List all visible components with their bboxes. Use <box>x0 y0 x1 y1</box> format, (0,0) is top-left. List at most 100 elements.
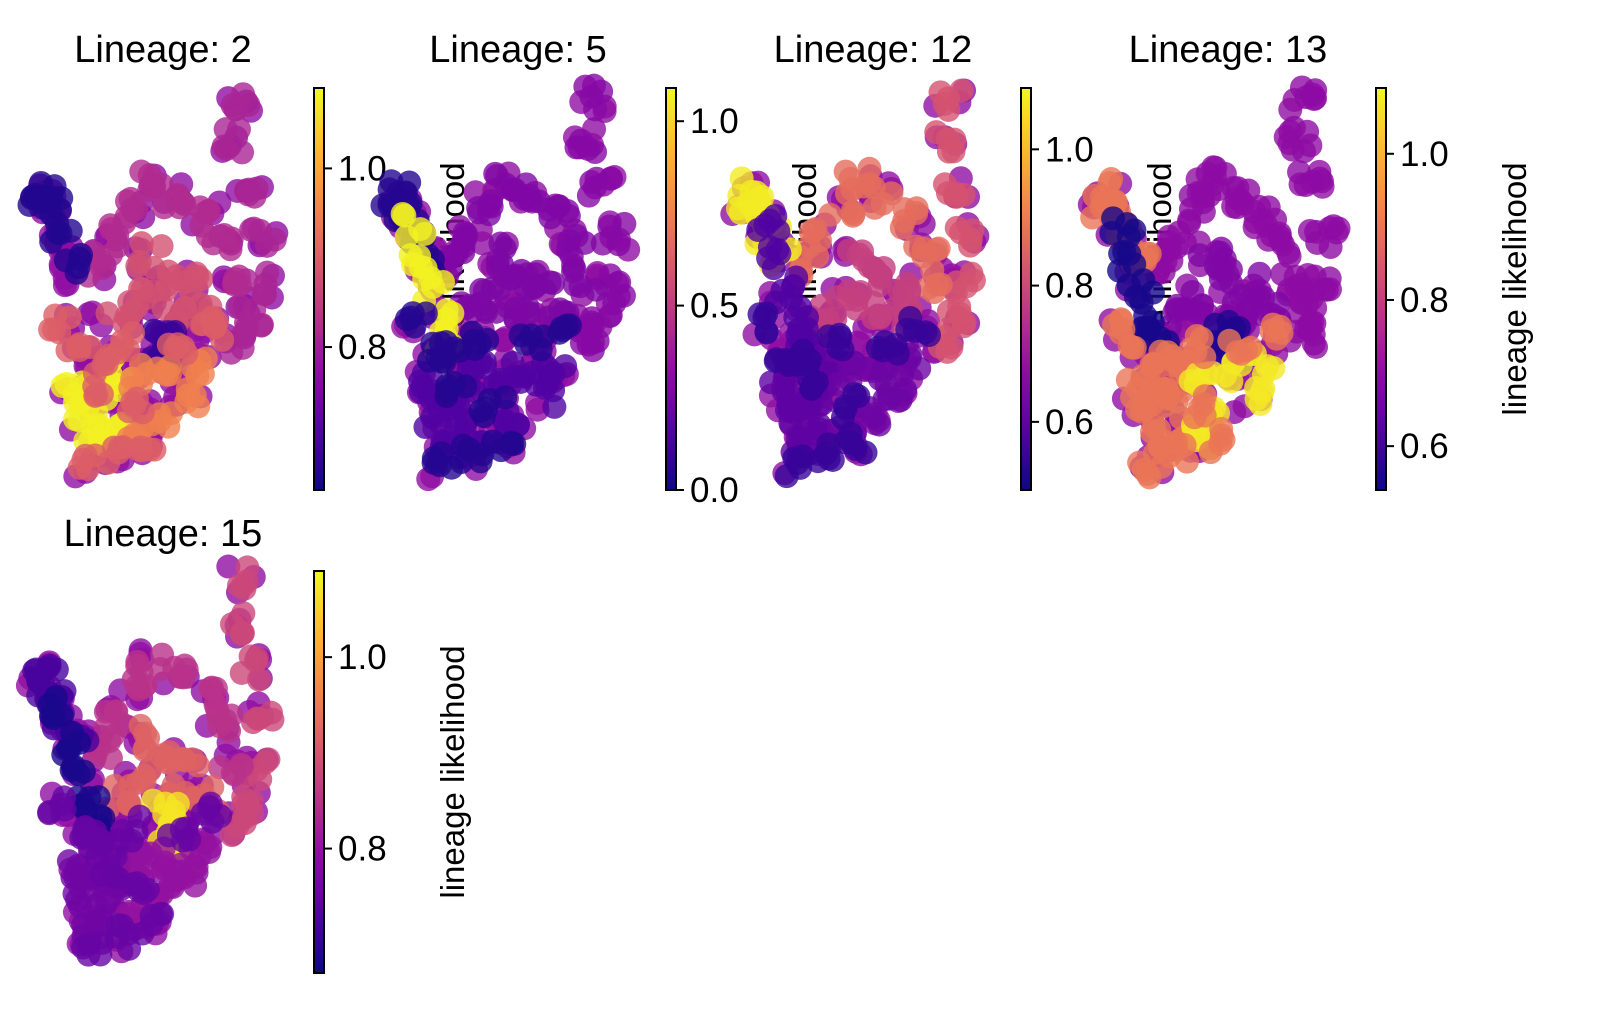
point-lower-right <box>890 363 915 388</box>
colorbar-tick-label: 1.0 <box>1045 130 1094 169</box>
point-upper-body <box>1270 262 1295 287</box>
point-bottom <box>77 835 102 860</box>
point-upper-arm <box>1295 119 1320 144</box>
point-left-arm <box>1080 205 1105 230</box>
point-bottom <box>1192 384 1217 409</box>
colorbar-tick-label: 0.0 <box>690 471 739 510</box>
point-bottom <box>89 382 114 407</box>
colorbar-tick-label: 0.6 <box>1045 403 1094 442</box>
panel-title: Lineage: 15 <box>64 513 263 555</box>
point-center <box>523 262 548 287</box>
point-bottom <box>449 450 474 475</box>
point-left-arm <box>28 186 53 211</box>
point-bottom <box>825 335 850 360</box>
point-center-small-cluster <box>141 788 166 813</box>
point-bottom <box>76 942 101 967</box>
point-center <box>129 231 154 256</box>
point-bottom <box>89 863 114 888</box>
scatter-points <box>370 73 641 492</box>
point-upper-arm <box>238 644 263 669</box>
point-lower-right <box>856 356 881 381</box>
panel-title: Lineage: 12 <box>774 29 973 71</box>
point-bottom <box>499 430 524 455</box>
point-lower-right <box>1219 369 1244 394</box>
point-upper-arm <box>949 78 974 103</box>
point-upper-body <box>124 674 149 699</box>
point-upper-arm <box>230 621 255 646</box>
point-lower-right <box>197 839 222 864</box>
point-upper-arm <box>602 291 627 316</box>
point-lower-right <box>157 874 182 899</box>
point-upper-arm <box>1296 317 1321 342</box>
point-upper-body <box>583 277 608 302</box>
point-upper-body <box>537 197 562 222</box>
point-bottom <box>477 387 502 412</box>
point-bottom <box>1152 377 1177 402</box>
point-lower-left <box>792 416 817 441</box>
point-bottom <box>130 400 155 425</box>
point-upper-arm <box>248 218 273 243</box>
point-upper-body <box>112 210 137 235</box>
point-bottom <box>1159 344 1184 369</box>
point-upper-body <box>438 244 463 269</box>
point-center <box>149 234 174 259</box>
point-bottom <box>764 347 789 372</box>
point-upper-arm <box>579 84 604 109</box>
point-bottom <box>417 348 442 373</box>
point-upper-body <box>841 202 866 227</box>
point-bottom <box>169 817 194 842</box>
point-center <box>868 265 893 290</box>
point-left-strip <box>1112 239 1137 264</box>
point-bottom <box>902 319 927 344</box>
point-upper-arm <box>255 260 280 285</box>
point-left-strip <box>71 759 96 784</box>
colorbar-tick-label: 0.5 <box>690 287 739 326</box>
colorbar-tick-label: 1.0 <box>690 102 739 141</box>
point-lower-right <box>182 854 207 879</box>
point-bottom <box>190 312 215 337</box>
scatter-points <box>15 554 285 967</box>
point-bottom <box>549 316 574 341</box>
point-upper-body <box>90 256 115 281</box>
point-upper-arm <box>942 127 967 152</box>
point-upper-body <box>1287 272 1312 297</box>
point-bottom <box>73 816 98 841</box>
point-left-arm <box>729 166 754 191</box>
point-upper-body <box>199 675 224 700</box>
point-upper-body <box>218 237 243 262</box>
point-upper-body <box>911 236 936 261</box>
point-upper-arm <box>564 135 589 160</box>
colorbar-tick-label: 0.8 <box>1045 267 1094 306</box>
point-bottom <box>75 457 100 482</box>
point-upper-body <box>564 224 589 249</box>
point-left-strip <box>412 266 437 291</box>
point-lower-right <box>1261 356 1286 381</box>
point-left-strip <box>1099 221 1124 246</box>
point-upper-body <box>98 746 123 771</box>
point-center <box>487 277 512 302</box>
point-lower-left <box>65 888 90 913</box>
point-bottom <box>139 903 164 928</box>
point-upper-arm <box>590 231 615 256</box>
point-bottom <box>1198 440 1223 465</box>
colorbar <box>313 87 325 491</box>
point-left-strip <box>770 278 795 303</box>
point-upper-arm <box>211 134 236 159</box>
colorbar-tick-label: 1.0 <box>338 149 387 188</box>
point-upper-body <box>1166 220 1191 245</box>
point-center <box>137 758 162 783</box>
panel-title: Lineage: 13 <box>1129 29 1328 71</box>
point-lower-left <box>69 864 94 889</box>
point-left-strip <box>41 705 66 730</box>
point-upper-arm <box>1321 214 1346 239</box>
point-upper-body <box>1224 186 1249 211</box>
point-bottom <box>514 331 539 356</box>
point-bottom <box>1137 465 1162 490</box>
point-bottom <box>1184 324 1209 349</box>
point-bottom <box>842 382 867 407</box>
point-upper-arm <box>219 823 244 848</box>
point-bottom <box>752 305 777 330</box>
scatter-points <box>17 82 289 489</box>
point-upper-arm <box>936 316 961 341</box>
